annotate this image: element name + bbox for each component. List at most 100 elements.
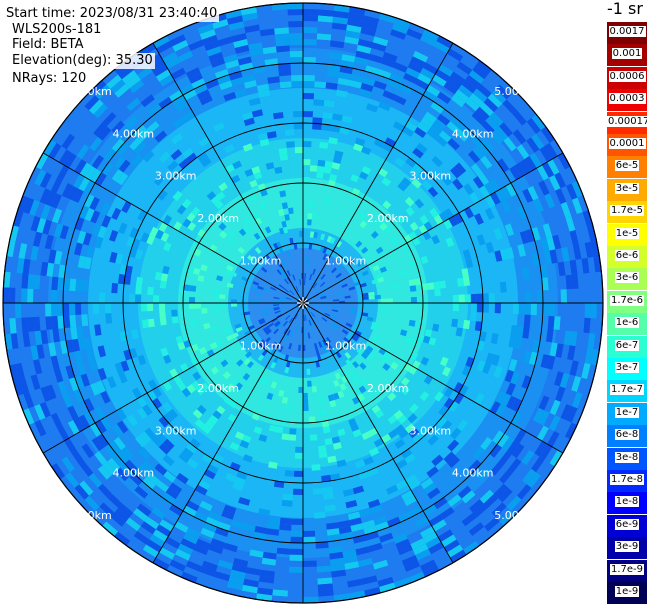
gate-cell xyxy=(34,169,47,186)
gate-cell xyxy=(540,354,550,369)
gate-cell xyxy=(514,336,523,350)
gate-cell xyxy=(225,9,242,19)
gate-cell xyxy=(483,493,499,509)
gate-cell xyxy=(393,410,404,420)
gate-cell xyxy=(439,280,447,289)
gate-cell xyxy=(169,368,179,378)
gate-cell xyxy=(505,183,517,197)
gate-cell xyxy=(9,364,19,381)
gate-cell xyxy=(303,314,305,321)
gate-cell xyxy=(472,146,485,160)
gate-cell xyxy=(442,366,451,377)
gate-cell xyxy=(260,341,267,348)
gate-cell xyxy=(372,559,389,570)
gate-cell xyxy=(361,575,378,585)
gate-cell xyxy=(516,325,524,338)
gate-cell xyxy=(53,223,64,238)
gate-cell xyxy=(46,384,57,400)
gate-cell xyxy=(465,356,475,368)
gate-cell xyxy=(224,472,237,483)
gate-cell xyxy=(433,497,448,510)
gate-cell xyxy=(185,527,201,539)
gate-cell xyxy=(289,428,297,435)
gate-cell xyxy=(192,371,202,381)
gate-cell xyxy=(567,345,576,361)
gate-cell xyxy=(40,386,51,402)
gate-cell xyxy=(57,315,65,329)
gate-cell xyxy=(33,359,43,375)
gate-cell xyxy=(290,57,303,64)
gate-cell xyxy=(121,446,134,460)
gate-cell xyxy=(266,392,274,400)
gate-cell xyxy=(181,571,198,584)
gate-cell xyxy=(326,235,333,243)
gate-cell xyxy=(84,165,97,180)
gate-cell xyxy=(367,499,381,509)
gate-cell xyxy=(499,281,507,293)
gate-cell xyxy=(148,104,162,117)
gate-cell xyxy=(267,522,280,530)
gate-cell xyxy=(286,250,291,258)
gate-cell xyxy=(214,69,229,79)
instrument-label: WLS200s-181 xyxy=(10,22,104,38)
gate-cell xyxy=(18,243,28,259)
gate-cell xyxy=(303,333,305,339)
gate-cell xyxy=(113,437,126,451)
gate-cell xyxy=(195,303,202,309)
gate-cell xyxy=(553,316,561,330)
gate-cell xyxy=(97,483,113,499)
gate-cell xyxy=(97,225,107,239)
azimuth-spoke xyxy=(152,302,304,564)
gate-cell xyxy=(275,321,281,328)
gate-cell xyxy=(252,281,260,286)
gate-cell xyxy=(361,270,369,277)
gate-cell xyxy=(77,230,87,244)
gate-cell xyxy=(154,271,163,281)
gate-cell xyxy=(474,213,484,225)
gate-cell xyxy=(426,466,439,478)
gate-cell xyxy=(363,456,374,466)
gate-cell xyxy=(479,489,494,504)
gate-cell xyxy=(468,459,482,473)
gate-cell xyxy=(344,561,360,570)
gate-cell xyxy=(119,331,127,342)
gate-cell xyxy=(85,347,95,361)
gate-cell xyxy=(171,67,186,80)
gate-cell xyxy=(210,366,220,375)
gate-cell xyxy=(311,213,318,220)
gate-cell xyxy=(192,267,201,275)
gate-cell xyxy=(325,82,338,90)
gate-cell xyxy=(163,438,175,451)
gate-cell xyxy=(30,245,39,261)
gate-cell xyxy=(527,185,539,201)
gate-cell xyxy=(380,307,387,312)
gate-cell xyxy=(346,24,362,33)
gate-cell xyxy=(288,342,293,350)
gate-cell xyxy=(188,72,203,84)
gate-cell xyxy=(286,277,291,283)
gate-cell xyxy=(522,188,534,203)
gate-cell xyxy=(22,258,31,275)
gate-cell xyxy=(134,249,144,260)
gate-cell xyxy=(327,343,333,350)
gate-cell xyxy=(242,74,256,83)
gate-cell xyxy=(90,210,101,224)
gate-cell xyxy=(214,200,224,210)
gate-cell xyxy=(464,294,471,303)
gate-cell xyxy=(330,125,341,133)
gate-cell xyxy=(288,317,294,324)
gate-cell xyxy=(587,333,596,349)
gate-cell xyxy=(522,468,536,485)
gate-cell xyxy=(279,81,292,89)
gate-cell xyxy=(219,303,226,308)
gate-cell xyxy=(210,195,220,205)
gate-cell xyxy=(420,116,434,129)
gate-cell xyxy=(21,288,28,303)
gate-cell xyxy=(441,534,457,548)
gate-cell xyxy=(79,461,94,477)
range-label: 5.00km xyxy=(70,509,112,522)
gate-cell xyxy=(258,508,271,517)
gate-cell xyxy=(431,234,440,245)
gate-cell xyxy=(546,355,556,370)
gate-cell xyxy=(512,303,519,315)
